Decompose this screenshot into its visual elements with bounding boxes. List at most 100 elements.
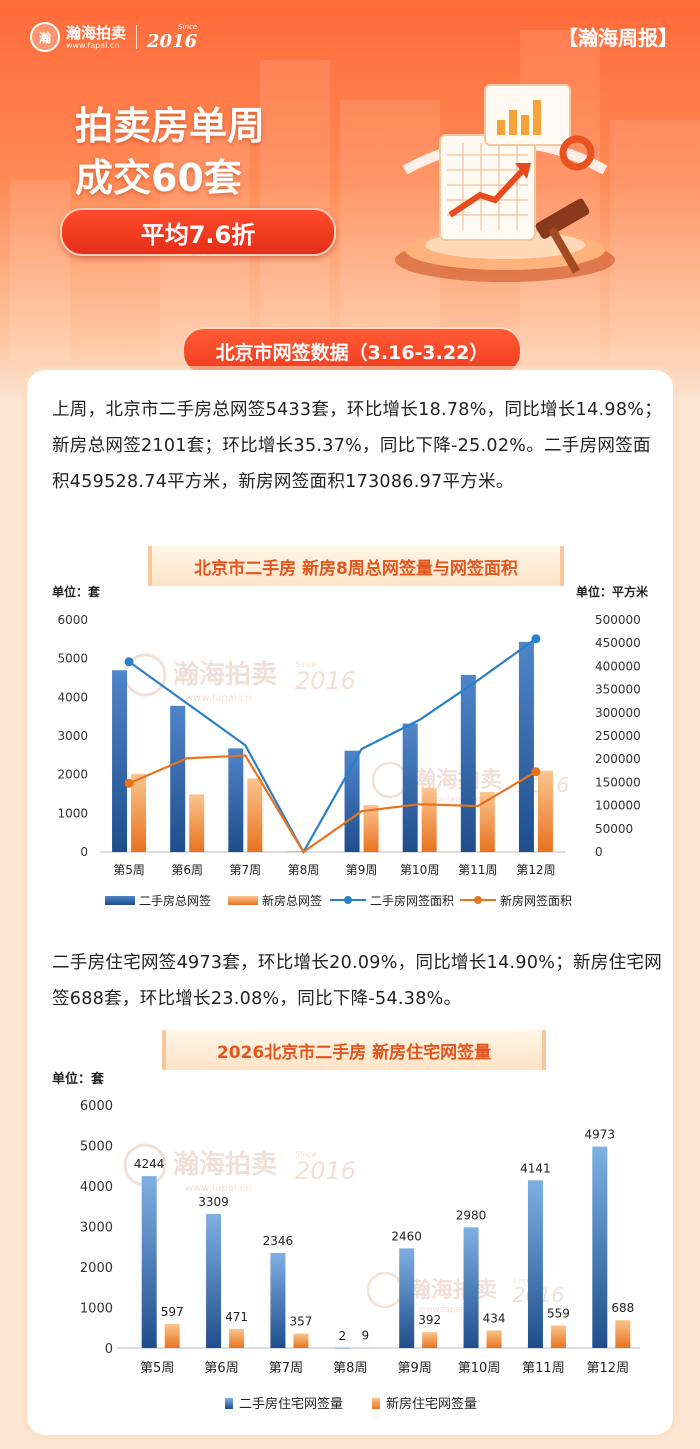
chart2-bar-new — [550, 1325, 566, 1348]
chart1-bar-new — [479, 792, 495, 852]
chart1-left-unit: 单位：套 — [52, 584, 101, 599]
watermark-seal-icon — [371, 761, 409, 799]
chart1-right-tick: 100000 — [595, 799, 641, 813]
watermark-since: Since — [513, 1277, 531, 1285]
chart2-bar-new — [357, 1347, 373, 1349]
watermark-name: 瀚海拍卖 — [173, 1149, 277, 1180]
watermark-year: 2016 — [295, 667, 356, 695]
chart1-x-tick: 第9周 — [346, 863, 378, 877]
chart1-line-marker — [124, 657, 134, 667]
chart2-bar-new — [164, 1323, 180, 1348]
chart2-unit: 单位：套 — [52, 1071, 105, 1087]
chart1-bar-new — [421, 788, 437, 852]
chart2-x-tick: 第7周 — [269, 1361, 303, 1376]
chart1-legend-marker — [344, 896, 352, 904]
title-line-2: 成交60套 — [75, 156, 242, 200]
chart1-x-tick: 第8周 — [288, 863, 320, 877]
chart2-bar-new — [422, 1332, 438, 1348]
chart1-legend-label: 新房网签面积 — [500, 893, 572, 908]
section-tab: 北京市网签数据（3.16-3.22） — [182, 327, 522, 375]
chart2-data-label-new: 597 — [161, 1305, 184, 1319]
chart1-bar-resale — [228, 748, 244, 852]
chart2-data-label-new: 9 — [361, 1329, 369, 1343]
chart1-title: 北京市二手房 新房8周总网签量与网签面积 — [148, 546, 564, 586]
watermark-url: www.fapai.cn — [185, 1183, 252, 1194]
chart2-residential-signings: 单位：套 0 1000 2000 3000 4000 5000 6000 瀚海拍卖 www.fap… — [52, 1071, 640, 1412]
title-line-1: 拍卖房单周 — [75, 104, 266, 148]
chart1-bar-resale — [518, 641, 534, 852]
chart1-legend-swatch — [228, 896, 258, 905]
chart1-x-tick: 第6周 — [171, 863, 203, 877]
chart2-bar-new — [293, 1333, 309, 1348]
chart2-y-tick: 1000 — [80, 1302, 113, 1317]
chart2-x-tick: 第10周 — [458, 1361, 501, 1376]
watermark-name: 瀚海拍卖 — [409, 1277, 497, 1303]
chart1-left-tick: 6000 — [57, 613, 88, 627]
chart1-line-marker — [531, 634, 541, 644]
watermark-seal-icon — [366, 1271, 404, 1309]
chart2-y-tick: 2000 — [80, 1261, 113, 1276]
chart1-x-tick: 第7周 — [229, 863, 261, 877]
page-title: 拍卖房单周 成交60套 — [75, 100, 265, 204]
chart1-bar-resale — [112, 670, 128, 852]
report-tag: 【瀚海周报】 — [558, 26, 678, 50]
chart2-data-label-new: 559 — [547, 1306, 570, 1320]
chart2-legend-swatch — [225, 1398, 233, 1409]
chart1-legend-label: 新房总网签 — [262, 893, 322, 908]
chart2-data-label-new: 434 — [483, 1311, 506, 1325]
chart2-data-label-resale: 2460 — [391, 1229, 422, 1243]
chart2-bar-new — [229, 1328, 245, 1348]
chart2-y-tick: 5000 — [80, 1140, 113, 1155]
chart2-data-label-new: 357 — [289, 1315, 312, 1329]
chart1-legend-label: 二手房总网签 — [139, 893, 211, 908]
hero-banner: 瀚 瀚海拍卖 www.fapai.cn Since 2016 【瀚海周报】 拍卖… — [0, 0, 700, 400]
chart2-data-label-resale: 3309 — [198, 1195, 229, 1209]
chart1-bar-new — [189, 794, 205, 852]
building-decor — [340, 100, 440, 360]
chart1-right-tick: 350000 — [595, 683, 641, 697]
chart1-right-tick: 250000 — [595, 729, 641, 743]
chart1-legend-label: 二手房网签面积 — [370, 893, 454, 908]
building-decor — [610, 120, 700, 360]
chart1-right-tick: 450000 — [595, 636, 641, 650]
chart1-x-tick: 第5周 — [113, 863, 145, 877]
watermark-year: 2016 — [295, 1157, 356, 1185]
watermark-name: 瀚海拍卖 — [173, 659, 277, 690]
chart1-left-tick: 2000 — [57, 768, 88, 782]
watermark-since: Since — [295, 1150, 317, 1159]
chart2-bar-resale — [399, 1248, 415, 1348]
building-decor — [10, 180, 70, 360]
chart1-line-new-area — [128, 754, 537, 854]
chart1-right-tick: 0 — [595, 845, 603, 859]
chart2-bar-resale — [206, 1213, 222, 1348]
chart2-bar-resale — [270, 1252, 286, 1348]
chart2-data-label-new: 688 — [611, 1301, 634, 1315]
chart2-bar-new — [486, 1330, 502, 1348]
chart1-left-tick: 5000 — [57, 652, 88, 666]
chart1-legend-swatch — [105, 896, 135, 905]
chart1-line-marker — [531, 767, 541, 777]
chart1-left-tick: 0 — [80, 845, 88, 859]
chart2-x-tick: 第11周 — [522, 1361, 565, 1376]
chart2-title: 2026北京市二手房 新房住宅网签量 — [162, 1030, 546, 1070]
logo-divider — [136, 25, 138, 49]
chart2-legend-swatch — [372, 1398, 380, 1409]
chart1-right-tick: 300000 — [595, 706, 641, 720]
brand-year: 2016 — [147, 30, 198, 52]
chart1-bar-resale — [402, 723, 418, 852]
chart1-x-tick: 第10周 — [400, 863, 439, 877]
chart1-right-tick: 50000 — [595, 822, 633, 836]
chart1-legend-marker — [474, 896, 482, 904]
chart1-bar-new — [247, 778, 263, 852]
chart1-bar-new — [537, 770, 553, 852]
chart2-data-label-resale: 4973 — [585, 1128, 616, 1142]
chart2-y-tick: 6000 — [80, 1099, 113, 1114]
chart1-total-signings: 单位：套 单位：平方米 0 1000 2000 3000 4000 5000 6000 0 5000… — [52, 584, 649, 908]
chart1-left-tick: 1000 — [57, 806, 88, 820]
chart2-data-label-new: 471 — [225, 1310, 248, 1324]
brand-since: Since — [178, 22, 198, 31]
chart2-data-label-resale: 2 — [338, 1329, 346, 1343]
chart2-x-tick: 第12周 — [587, 1361, 630, 1376]
